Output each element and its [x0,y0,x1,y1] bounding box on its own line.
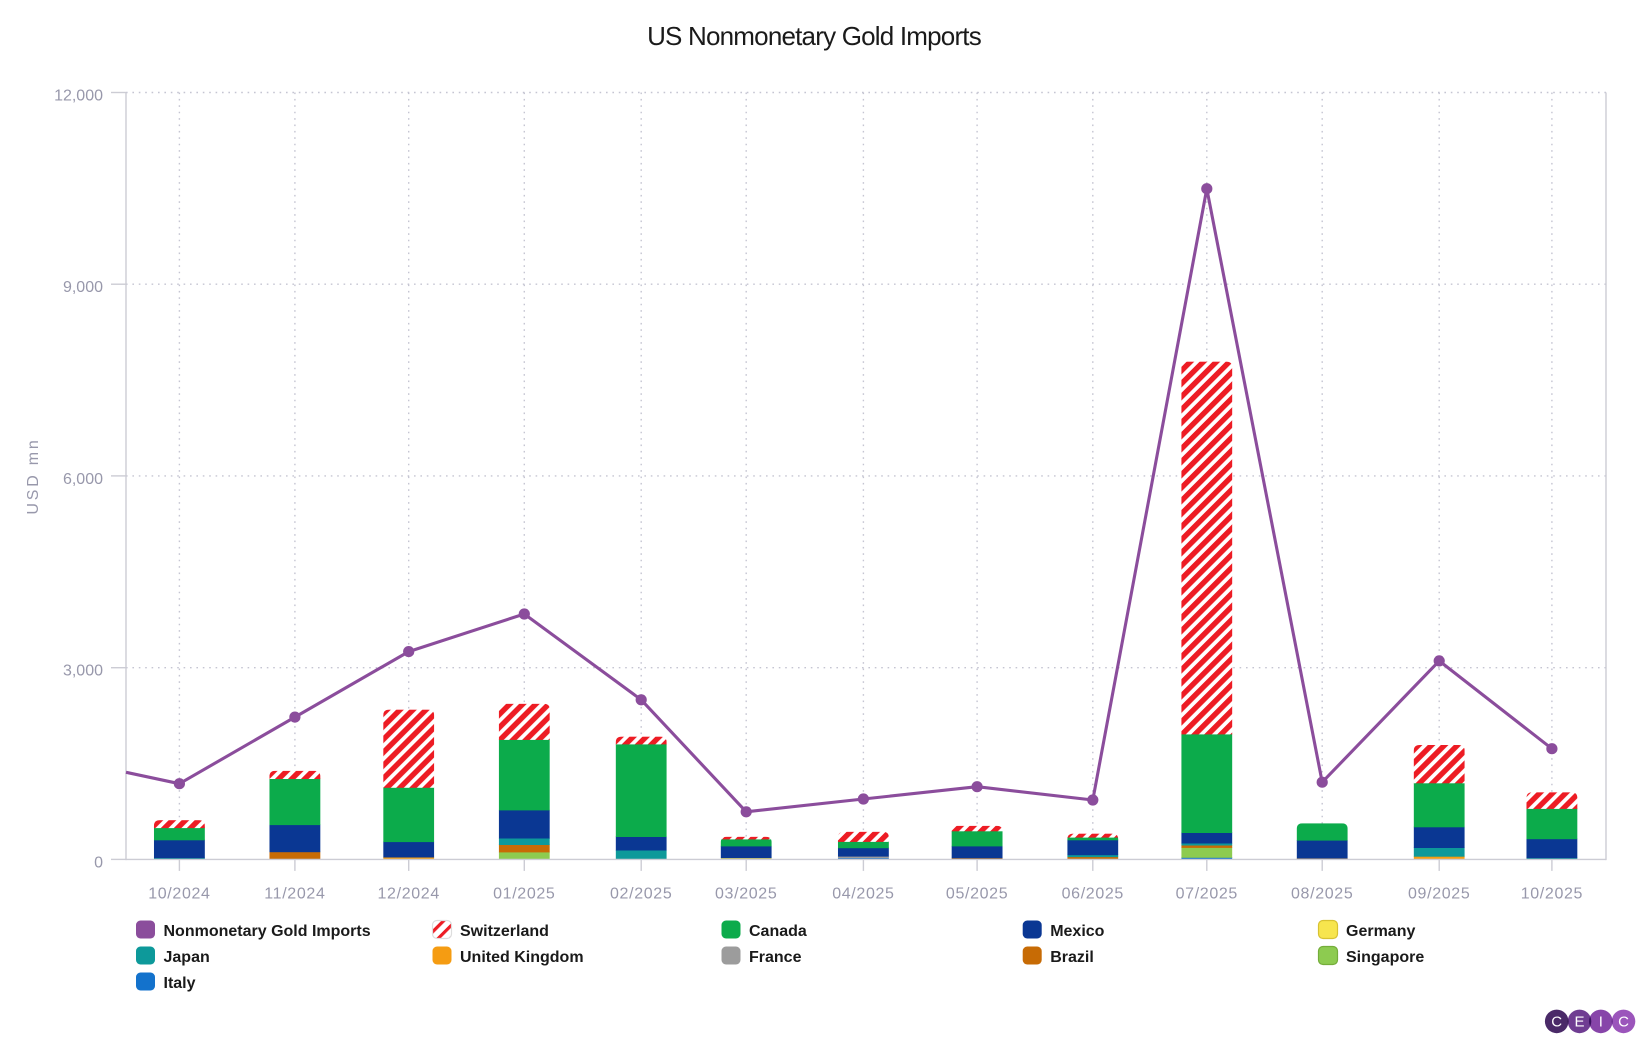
svg-text:08/2025: 08/2025 [1291,886,1353,903]
svg-text:Japan: Japan [164,949,210,966]
svg-text:04/2025: 04/2025 [832,886,894,903]
svg-text:3,000: 3,000 [63,663,103,680]
svg-text:France: France [749,949,802,966]
svg-text:9,000: 9,000 [63,279,103,296]
svg-text:Mexico: Mexico [1050,923,1104,940]
svg-text:C: C [1618,1014,1629,1031]
svg-text:Germany: Germany [1346,923,1415,940]
svg-text:Singapore: Singapore [1346,949,1424,966]
svg-text:12/2024: 12/2024 [378,886,440,903]
svg-text:Brazil: Brazil [1050,949,1094,966]
svg-text:01/2025: 01/2025 [493,886,555,903]
svg-text:05/2025: 05/2025 [946,886,1008,903]
svg-text:Canada: Canada [749,923,807,940]
svg-text:6,000: 6,000 [63,471,103,488]
svg-text:07/2025: 07/2025 [1176,886,1238,903]
svg-text:United Kingdom: United Kingdom [460,949,584,966]
svg-text:03/2025: 03/2025 [715,886,777,903]
svg-text:11/2024: 11/2024 [264,886,325,903]
svg-text:C: C [1551,1014,1562,1031]
svg-text:Switzerland: Switzerland [460,923,549,940]
svg-text:I: I [1599,1014,1603,1031]
svg-text:02/2025: 02/2025 [610,886,672,903]
svg-text:Italy: Italy [164,975,196,992]
svg-text:Nonmonetary Gold Imports: Nonmonetary Gold Imports [164,923,371,940]
svg-text:USD mn: USD mn [25,437,42,514]
svg-text:US Nonmonetary Gold Imports: US Nonmonetary Gold Imports [647,21,982,51]
svg-text:E: E [1574,1014,1584,1031]
svg-text:10/2024: 10/2024 [148,886,210,903]
svg-text:0: 0 [94,854,103,871]
svg-text:06/2025: 06/2025 [1062,886,1124,903]
svg-text:12,000: 12,000 [54,88,103,105]
svg-text:09/2025: 09/2025 [1408,886,1470,903]
svg-text:10/2025: 10/2025 [1521,886,1583,903]
